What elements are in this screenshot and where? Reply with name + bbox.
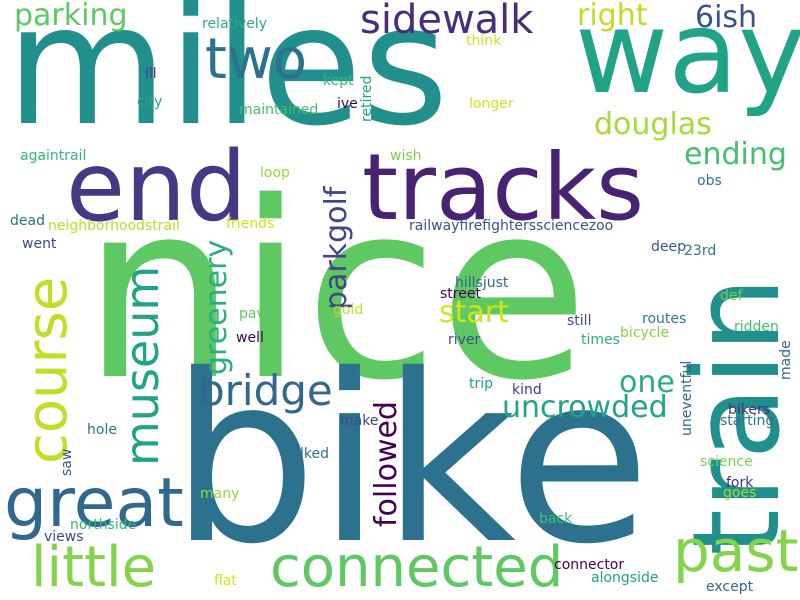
word-back: back (539, 511, 573, 527)
word-went: went (22, 236, 57, 252)
word-deep: deep (651, 239, 686, 255)
word-parking: parking (14, 0, 128, 33)
word-kept: kept (323, 73, 354, 89)
word-fork: fork (726, 475, 754, 491)
word-nice: nice (82, 150, 589, 434)
word-end: end (66, 131, 247, 243)
word-6ish: 6ish (695, 0, 758, 35)
word-sidewalk: sidewalk (360, 0, 534, 43)
word-alongside: alongside (591, 570, 659, 586)
word-bicycle: bicycle (620, 325, 669, 341)
word-maintained: maintained (239, 102, 319, 118)
word-saw: saw (59, 448, 75, 476)
word-loop: loop (260, 165, 290, 181)
word-hole: hole (87, 422, 117, 438)
word-flat: flat (214, 573, 237, 589)
word-retired: retired (359, 75, 375, 122)
word-right: right (577, 0, 648, 33)
word-routes: routes (642, 311, 687, 327)
word-wish: wish (390, 148, 422, 164)
word-little: little (31, 535, 157, 600)
word-science: science (700, 454, 753, 470)
word-goes: goes (723, 485, 757, 501)
word-start: start (439, 295, 509, 330)
word-bike: bike (170, 325, 651, 595)
word-greenery: greenery (199, 239, 234, 375)
word-course: course (15, 276, 80, 464)
word-made: made (778, 340, 794, 380)
word-paved: paved (239, 306, 283, 322)
word-uneventful: uneventful (679, 360, 695, 436)
word-gold: gold (333, 302, 364, 318)
word-walked: walked (280, 446, 330, 462)
word-againtrail: againtrail (20, 148, 87, 164)
word-many: many (200, 486, 240, 502)
word-way: way (575, 0, 800, 119)
word-one: one (619, 365, 675, 400)
word-def: def (720, 288, 743, 304)
word-hillsjust: hillsjust (455, 275, 509, 291)
word-starting: starting (720, 413, 775, 429)
word-neighborhoodstrail: neighborhoodstrail (48, 218, 180, 234)
word-well: well (236, 330, 264, 346)
word-round: round (411, 497, 427, 538)
word-ending: ending (684, 137, 787, 172)
word-relatively: relatively (202, 16, 267, 32)
word-northside: northside (70, 517, 137, 533)
word-douglas: douglas (594, 107, 712, 142)
word-uncrowded: uncrowded (502, 390, 668, 425)
word-kind: kind (512, 382, 542, 398)
word-times: times (581, 332, 620, 348)
word-connector: connector (554, 557, 625, 573)
word-miles: miles (6, 0, 449, 163)
word-parkgolf: parkgolf (319, 186, 354, 310)
word-ive: ive (337, 96, 358, 112)
word-great: great (4, 464, 184, 543)
word-city: city (137, 94, 163, 110)
word-museum: museum (115, 265, 169, 466)
word-23rd: 23rd (684, 243, 717, 259)
word-trip: trip (469, 376, 494, 392)
word-friends: friends (226, 216, 275, 232)
word-think: think (466, 33, 502, 49)
word-ill: ill (145, 66, 157, 82)
word-river: river (448, 332, 481, 348)
word-street: street (440, 286, 481, 302)
word-except: except (706, 579, 754, 595)
word-obs: obs (697, 173, 722, 189)
word-railwayfirefighterssciencezoo: railwayfirefighterssciencezoo (409, 218, 614, 234)
word-views: views (44, 529, 84, 545)
word-two: two (205, 27, 308, 92)
word-still: still (567, 313, 592, 329)
word-longer: longer (469, 96, 514, 112)
word-bikers: bikers (728, 402, 771, 418)
word-connected: connected (270, 535, 564, 600)
word-bridge: bridge (198, 366, 333, 415)
word-ridden: ridden (734, 319, 779, 335)
word-tracks: tracks (362, 134, 645, 241)
word-make: make (340, 413, 379, 429)
word-dead: dead (10, 213, 45, 229)
word-past: past (673, 517, 799, 585)
